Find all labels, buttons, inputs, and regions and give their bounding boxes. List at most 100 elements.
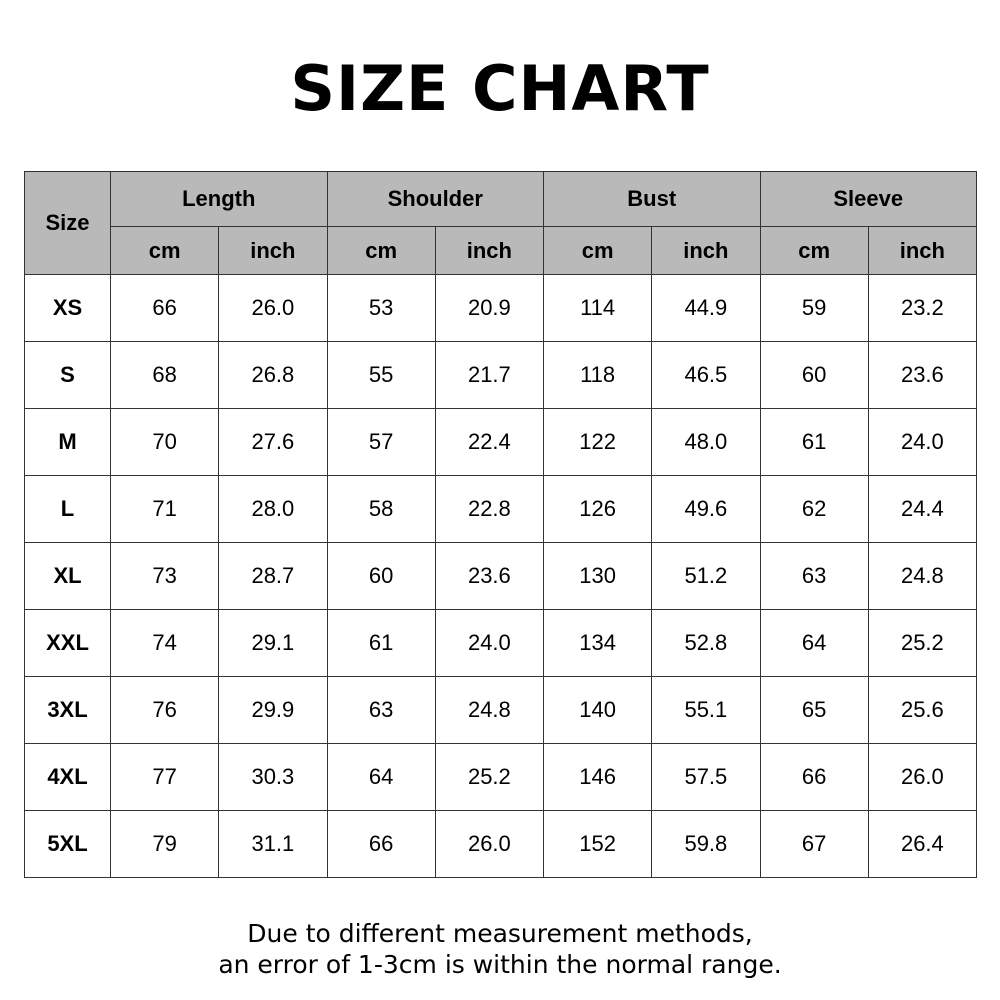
value-cell: 20.9 [434, 274, 545, 342]
value-cell: 55 [326, 341, 436, 409]
value-cell: 22.4 [434, 408, 545, 476]
value-cell: 26.0 [218, 274, 328, 342]
unit-header: cm [759, 226, 869, 275]
value-cell: 62 [759, 475, 869, 543]
size-cell: 5XL [24, 810, 111, 878]
value-cell: 122 [542, 408, 653, 476]
value-cell: 59.8 [651, 810, 761, 878]
value-cell: 48.0 [651, 408, 761, 476]
header-bust: Bust [543, 171, 761, 227]
value-cell: 57.5 [651, 743, 761, 811]
value-cell: 126 [542, 475, 653, 543]
value-cell: 63 [759, 542, 869, 610]
header-size: Size [24, 171, 111, 275]
unit-header: inch [651, 226, 761, 275]
size-cell: XL [24, 542, 111, 610]
value-cell: 57 [326, 408, 436, 476]
unit-header: inch [218, 226, 328, 275]
unit-header: cm [109, 226, 220, 275]
value-cell: 152 [542, 810, 653, 878]
value-cell: 25.2 [867, 609, 978, 677]
value-cell: 30.3 [218, 743, 328, 811]
value-cell: 44.9 [651, 274, 761, 342]
unit-header: inch [434, 226, 545, 275]
table-row: 4XL 77 30.3 64 25.2 146 57.5 66 26.0 [24, 743, 978, 811]
value-cell: 79 [109, 810, 220, 878]
header-shoulder: Shoulder [326, 171, 544, 227]
value-cell: 76 [109, 676, 220, 744]
size-table: Size Length Shoulder Bust Sleeve cm inch c… [24, 171, 978, 878]
value-cell: 27.6 [218, 408, 328, 476]
value-cell: 77 [109, 743, 220, 811]
size-cell: L [24, 475, 111, 543]
value-cell: 59 [759, 274, 869, 342]
value-cell: 61 [759, 408, 869, 476]
value-cell: 118 [542, 341, 653, 409]
value-cell: 60 [326, 542, 436, 610]
value-cell: 24.4 [867, 475, 978, 543]
value-cell: 140 [542, 676, 653, 744]
table-row: S 68 26.8 55 21.7 118 46.5 60 23.6 [24, 341, 978, 409]
table-row: XXL 74 29.1 61 24.0 134 52.8 64 25.2 [24, 609, 978, 677]
value-cell: 61 [326, 609, 436, 677]
value-cell: 26.0 [867, 743, 978, 811]
table-row: XL 73 28.7 60 23.6 130 51.2 63 24.8 [24, 542, 978, 610]
table-row: 3XL 76 29.9 63 24.8 140 55.1 65 25.6 [24, 676, 978, 744]
value-cell: 66 [326, 810, 436, 878]
unit-header: cm [326, 226, 436, 275]
value-cell: 66 [109, 274, 220, 342]
value-cell: 23.2 [867, 274, 978, 342]
value-cell: 55.1 [651, 676, 761, 744]
value-cell: 24.0 [867, 408, 978, 476]
size-cell: 3XL [24, 676, 111, 744]
value-cell: 70 [109, 408, 220, 476]
unit-header: cm [542, 226, 653, 275]
value-cell: 71 [109, 475, 220, 543]
size-cell: XS [24, 274, 111, 342]
value-cell: 52.8 [651, 609, 761, 677]
value-cell: 31.1 [218, 810, 328, 878]
unit-header: inch [867, 226, 978, 275]
value-cell: 64 [759, 609, 869, 677]
value-cell: 29.1 [218, 609, 328, 677]
value-cell: 58 [326, 475, 436, 543]
page-title: SIZE CHART [290, 52, 710, 125]
value-cell: 60 [759, 341, 869, 409]
value-cell: 67 [759, 810, 869, 878]
value-cell: 134 [542, 609, 653, 677]
value-cell: 130 [542, 542, 653, 610]
size-cell: XXL [24, 609, 111, 677]
value-cell: 23.6 [867, 341, 978, 409]
size-cell: 4XL [24, 743, 111, 811]
note-line-1: Due to different measurement methods, [247, 919, 753, 948]
value-cell: 63 [326, 676, 436, 744]
value-cell: 29.9 [218, 676, 328, 744]
value-cell: 46.5 [651, 341, 761, 409]
note-line-2: an error of 1-3cm is within the normal r… [218, 950, 782, 979]
value-cell: 65 [759, 676, 869, 744]
value-cell: 21.7 [434, 341, 545, 409]
value-cell: 22.8 [434, 475, 545, 543]
value-cell: 28.7 [218, 542, 328, 610]
size-cell: S [24, 341, 111, 409]
value-cell: 26.8 [218, 341, 328, 409]
value-cell: 25.6 [867, 676, 978, 744]
value-cell: 68 [109, 341, 220, 409]
value-cell: 53 [326, 274, 436, 342]
value-cell: 24.8 [434, 676, 545, 744]
value-cell: 146 [542, 743, 653, 811]
value-cell: 51.2 [651, 542, 761, 610]
value-cell: 24.8 [867, 542, 978, 610]
value-cell: 49.6 [651, 475, 761, 543]
value-cell: 23.6 [434, 542, 545, 610]
measurement-note: Due to different measurement methods, an… [0, 918, 1000, 980]
value-cell: 114 [542, 274, 653, 342]
header-sleeve: Sleeve [759, 171, 977, 227]
value-cell: 25.2 [434, 743, 545, 811]
value-cell: 73 [109, 542, 220, 610]
value-cell: 74 [109, 609, 220, 677]
table-row: 5XL 79 31.1 66 26.0 152 59.8 67 26.4 [24, 810, 978, 878]
table-row: L 71 28.0 58 22.8 126 49.6 62 24.4 [24, 475, 978, 543]
value-cell: 24.0 [434, 609, 545, 677]
header-length: Length [110, 171, 328, 227]
